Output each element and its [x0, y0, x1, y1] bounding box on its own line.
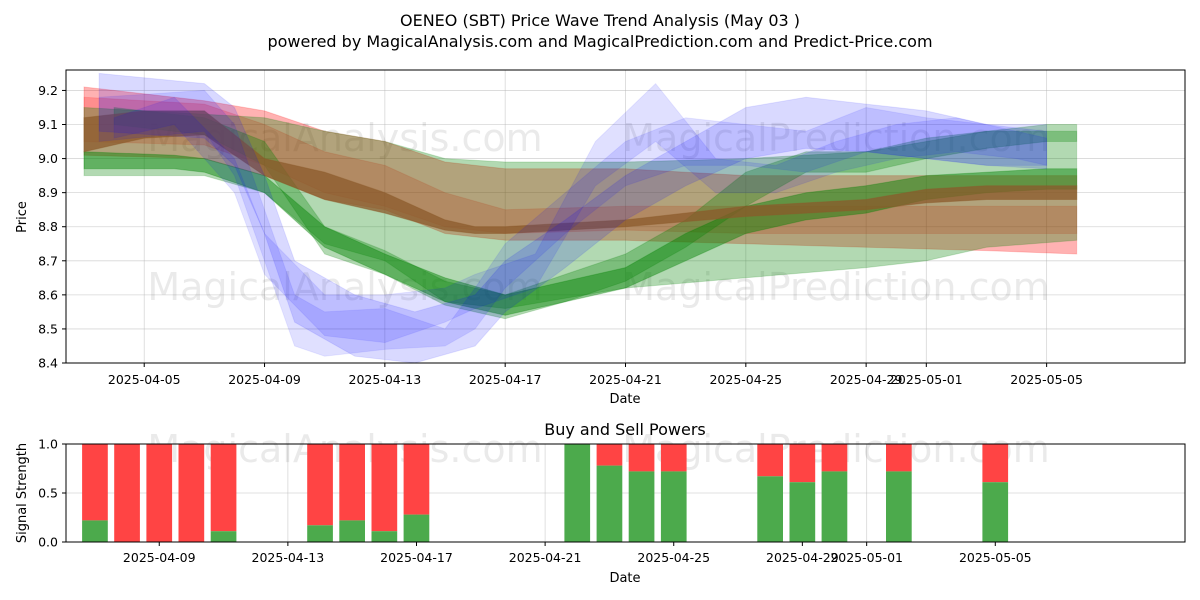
buy-bar: [821, 471, 848, 542]
buy-bar: [82, 520, 108, 542]
price-y-tick-label: 8.6: [38, 287, 58, 302]
signal-y-tick-label: 0.5: [38, 486, 58, 501]
price-y-tick-label: 8.8: [38, 219, 58, 234]
buy-bar: [628, 471, 655, 542]
price-x-tick-label: 2025-05-05: [1010, 372, 1083, 387]
buy-bar: [886, 471, 912, 542]
signal-x-tick-label: 2025-04-21: [509, 550, 582, 565]
signal-x-tick-label: 2025-04-13: [252, 550, 325, 565]
price-x-tick-label: 2025-04-25: [709, 372, 782, 387]
sell-bar: [789, 444, 816, 483]
buy-bar: [371, 531, 398, 542]
signal-x-tick-label: 2025-04-25: [637, 550, 710, 565]
sell-bar: [403, 444, 430, 515]
buy-bar: [339, 520, 365, 542]
signal-x-tick-label: 2025-04-29: [766, 550, 839, 565]
wave-band-brown-wave: [83, 110, 1078, 234]
sell-bar: [628, 444, 655, 472]
wave-band-green-wave-1: [83, 106, 1078, 310]
price-x-tick-label: 2025-04-21: [589, 372, 662, 387]
price-y-tick-label: 8.7: [38, 253, 58, 268]
sell-bar: [339, 444, 365, 521]
sell-bar: [886, 444, 912, 472]
price-x-axis-label: Date: [609, 392, 640, 407]
chart-title: OENEO (SBT) Price Wave Trend Analysis (M…: [400, 11, 800, 30]
price-x-tick-label: 2025-04-05: [108, 372, 181, 387]
sell-bar: [146, 444, 173, 542]
price-y-tick-label: 8.4: [38, 356, 58, 371]
price-grid: [66, 70, 1185, 364]
signal-y-ticks: 0.0 0.5 1.0: [38, 437, 66, 550]
sell-bar: [114, 444, 140, 542]
buy-bar: [789, 482, 816, 542]
buy-bar: [596, 465, 623, 542]
watermark-text: MagicalPrediction.com: [622, 265, 1050, 309]
wave-band-green-wave-3: [113, 106, 1078, 320]
buy-bar: [757, 476, 783, 542]
wave-band-blue-wave-3: [113, 82, 1048, 344]
sell-bar: [178, 444, 205, 542]
price-x-tick-label: 2025-04-29: [830, 372, 903, 387]
buy-bar: [210, 531, 237, 542]
chart-subtitle: powered by MagicalAnalysis.com and Magic…: [267, 32, 932, 51]
buy-bar: [403, 514, 430, 542]
signal-x-axis-label: Date: [609, 571, 640, 586]
price-x-tick-label: 2025-04-09: [228, 372, 301, 387]
buy-bar: [307, 525, 333, 542]
price-y-tick-label: 9.0: [38, 151, 58, 166]
price-x-ticks: 2025-04-05 2025-04-09 2025-04-13 2025-04-17…: [108, 363, 1083, 387]
sell-bar: [982, 444, 1009, 483]
price-y-tick-label: 9.1: [38, 117, 58, 132]
signal-x-ticks: 2025-04-09 2025-04-13 2025-04-17 2025-04-21…: [123, 542, 1032, 565]
signal-y-tick-label: 1.0: [38, 437, 58, 452]
sell-bar: [821, 444, 848, 472]
signal-x-tick-label: 2025-05-01: [830, 550, 903, 565]
price-x-tick-label: 2025-05-01: [890, 372, 963, 387]
signal-y-axis-label: Signal Strength: [15, 443, 30, 543]
sell-bar: [371, 444, 398, 532]
sell-bar: [660, 444, 687, 472]
price-y-tick-label: 8.9: [38, 185, 58, 200]
buy-bar: [564, 444, 591, 542]
price-x-tick-label: 2025-04-17: [469, 372, 542, 387]
buy-bar: [660, 471, 687, 542]
sell-bar: [82, 444, 108, 521]
watermark-text: MagicalPrediction.com: [622, 116, 1050, 160]
buy-bar: [982, 482, 1009, 542]
sell-bar: [307, 444, 333, 526]
wave-band-blue-wave-1: [98, 72, 1048, 364]
price-y-axis-label: Price: [15, 201, 30, 233]
sell-bar: [210, 444, 237, 532]
wave-band-blue-wave-2: [98, 89, 1048, 357]
watermark-text: MagicalAnalysis.com: [147, 265, 542, 309]
signal-x-tick-label: 2025-04-17: [380, 550, 453, 565]
signal-x-tick-label: 2025-04-09: [123, 550, 196, 565]
price-y-tick-label: 9.2: [38, 83, 58, 98]
price-wave-bands: [83, 72, 1078, 364]
signal-bars: [82, 444, 1009, 542]
signal-x-tick-label: 2025-05-05: [959, 550, 1032, 565]
signal-y-tick-label: 0.0: [38, 535, 58, 550]
signal-chart-title: Buy and Sell Powers: [544, 420, 706, 439]
price-y-ticks: 8.4 8.5 8.6 8.7 8.8 8.9 9.0 9.1 9.2: [38, 83, 66, 371]
sell-bar: [596, 444, 623, 466]
sell-bar: [757, 444, 783, 477]
price-y-tick-label: 8.5: [38, 321, 58, 336]
price-x-tick-label: 2025-04-13: [349, 372, 422, 387]
